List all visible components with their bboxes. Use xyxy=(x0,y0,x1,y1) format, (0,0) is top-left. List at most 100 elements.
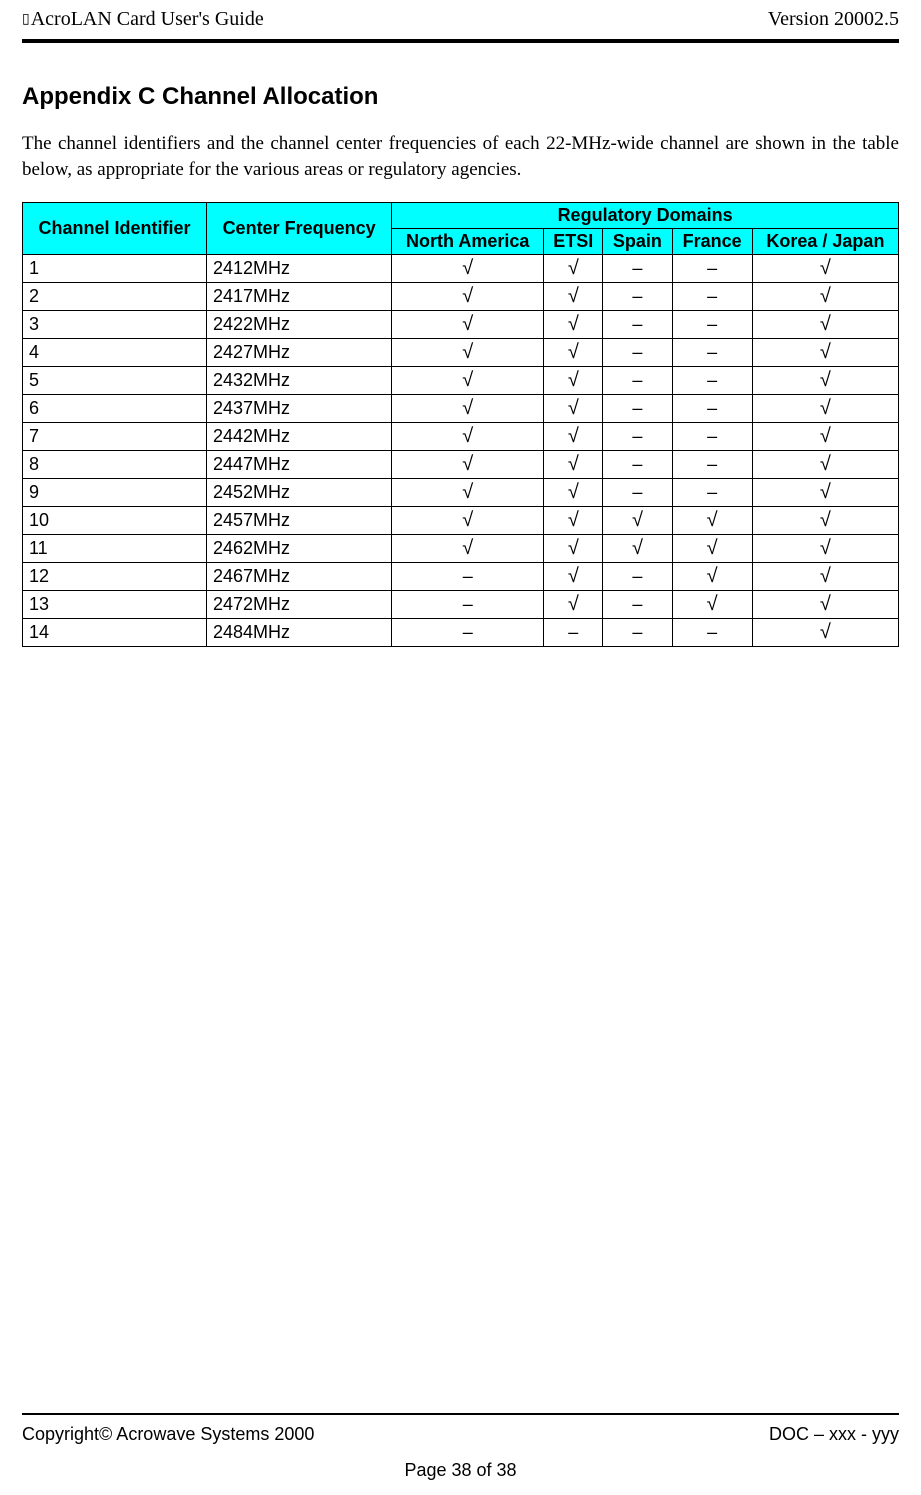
cell-domain-mark: – xyxy=(603,563,672,591)
cell-domain-mark: – xyxy=(603,367,672,395)
cell-domain-mark: – xyxy=(672,339,752,367)
table-row: 12412MHz√√––√ xyxy=(23,255,899,283)
cell-domain-mark: √ xyxy=(752,563,898,591)
cell-domain-mark: – xyxy=(672,311,752,339)
cell-domain-mark: – xyxy=(672,367,752,395)
cell-domain-mark: √ xyxy=(392,423,544,451)
table-row: 142484MHz––––√ xyxy=(23,619,899,647)
table-row: 62437MHz√√––√ xyxy=(23,395,899,423)
cell-center-frequency: 2452MHz xyxy=(207,479,392,507)
cell-channel-id: 5 xyxy=(23,367,207,395)
cell-domain-mark: √ xyxy=(752,311,898,339)
cell-center-frequency: 2437MHz xyxy=(207,395,392,423)
cell-domain-mark: √ xyxy=(392,507,544,535)
cell-domain-mark: √ xyxy=(544,395,603,423)
cell-channel-id: 6 xyxy=(23,395,207,423)
cell-domain-mark: √ xyxy=(544,591,603,619)
cell-domain-mark: – xyxy=(544,619,603,647)
cell-center-frequency: 2422MHz xyxy=(207,311,392,339)
cell-domain-mark: √ xyxy=(392,311,544,339)
cell-domain-mark: √ xyxy=(544,339,603,367)
page-footer: Copyright© Acrowave Systems 2000 DOC – x… xyxy=(22,1424,899,1445)
cell-domain-mark: √ xyxy=(752,591,898,619)
cell-domain-mark: √ xyxy=(544,311,603,339)
cell-channel-id: 14 xyxy=(23,619,207,647)
cell-domain-mark: √ xyxy=(752,395,898,423)
cell-domain-mark: √ xyxy=(392,479,544,507)
table-row: 82447MHz√√––√ xyxy=(23,451,899,479)
cell-domain-mark: √ xyxy=(392,283,544,311)
cell-domain-mark: – xyxy=(672,255,752,283)
cell-domain-mark: √ xyxy=(672,535,752,563)
cell-domain-mark: √ xyxy=(752,283,898,311)
cell-domain-mark: – xyxy=(603,423,672,451)
cell-domain-mark: √ xyxy=(752,479,898,507)
cell-domain-mark: √ xyxy=(392,451,544,479)
cell-domain-mark: – xyxy=(672,619,752,647)
cell-channel-id: 7 xyxy=(23,423,207,451)
cell-center-frequency: 2467MHz xyxy=(207,563,392,591)
cell-center-frequency: 2447MHz xyxy=(207,451,392,479)
cell-domain-mark: – xyxy=(603,479,672,507)
cell-domain-mark: – xyxy=(672,423,752,451)
cell-domain-mark: √ xyxy=(672,507,752,535)
cell-domain-mark: √ xyxy=(544,367,603,395)
cell-domain-mark: √ xyxy=(752,339,898,367)
cell-domain-mark: – xyxy=(603,283,672,311)
cell-domain-mark: √ xyxy=(544,535,603,563)
header-version: Version 20002.5 xyxy=(768,8,899,31)
cell-domain-mark: √ xyxy=(544,283,603,311)
footer-rule xyxy=(22,1413,899,1415)
cell-center-frequency: 2412MHz xyxy=(207,255,392,283)
cell-domain-mark: – xyxy=(672,479,752,507)
cell-domain-mark: √ xyxy=(544,479,603,507)
col-etsi: ETSI xyxy=(544,229,603,255)
cell-domain-mark: √ xyxy=(544,507,603,535)
cell-domain-mark: √ xyxy=(672,591,752,619)
table-row: 92452MHz√√––√ xyxy=(23,479,899,507)
cell-center-frequency: 2417MHz xyxy=(207,283,392,311)
cell-domain-mark: – xyxy=(603,395,672,423)
table-row: 132472MHz–√–√√ xyxy=(23,591,899,619)
cell-center-frequency: 2427MHz xyxy=(207,339,392,367)
cell-domain-mark: – xyxy=(603,591,672,619)
cell-domain-mark: √ xyxy=(544,451,603,479)
cell-domain-mark: √ xyxy=(392,535,544,563)
cell-domain-mark: √ xyxy=(603,507,672,535)
cell-domain-mark: √ xyxy=(544,423,603,451)
cell-domain-mark: √ xyxy=(752,367,898,395)
cell-domain-mark: √ xyxy=(752,423,898,451)
table-row: 102457MHz√√√√√ xyxy=(23,507,899,535)
cell-domain-mark: √ xyxy=(392,367,544,395)
table-header: Channel Identifier Center Frequency Regu… xyxy=(23,203,899,255)
cell-center-frequency: 2457MHz xyxy=(207,507,392,535)
page-number: Page 38 of 38 xyxy=(0,1460,921,1481)
cell-domain-mark: – xyxy=(603,311,672,339)
cell-channel-id: 10 xyxy=(23,507,207,535)
footer-doc-number: DOC – xxx - yyy xyxy=(769,1424,899,1445)
cell-channel-id: 12 xyxy=(23,563,207,591)
table-row: 72442MHz√√––√ xyxy=(23,423,899,451)
table-body: 12412MHz√√––√22417MHz√√––√32422MHz√√––√4… xyxy=(23,255,899,647)
appendix-title: Appendix C Channel Allocation xyxy=(22,83,899,111)
cell-domain-mark: – xyxy=(603,619,672,647)
table-row: 32422MHz√√––√ xyxy=(23,311,899,339)
col-korea-japan: Korea / Japan xyxy=(752,229,898,255)
col-north-america: North America xyxy=(392,229,544,255)
col-france: France xyxy=(672,229,752,255)
cell-domain-mark: √ xyxy=(392,255,544,283)
cell-center-frequency: 2472MHz xyxy=(207,591,392,619)
page-content: Appendix C Channel Allocation The channe… xyxy=(12,43,909,647)
table-row: 22417MHz√√––√ xyxy=(23,283,899,311)
cell-channel-id: 8 xyxy=(23,451,207,479)
page-header: AcroLAN Card User's Guide Version 20002.… xyxy=(12,0,909,37)
cell-channel-id: 13 xyxy=(23,591,207,619)
cell-channel-id: 3 xyxy=(23,311,207,339)
table-row: 52432MHz√√––√ xyxy=(23,367,899,395)
cell-center-frequency: 2462MHz xyxy=(207,535,392,563)
cell-domain-mark: √ xyxy=(752,255,898,283)
col-spain: Spain xyxy=(603,229,672,255)
cell-domain-mark: – xyxy=(672,283,752,311)
header-left-title: AcroLAN Card User's Guide xyxy=(22,8,264,31)
cell-channel-id: 1 xyxy=(23,255,207,283)
